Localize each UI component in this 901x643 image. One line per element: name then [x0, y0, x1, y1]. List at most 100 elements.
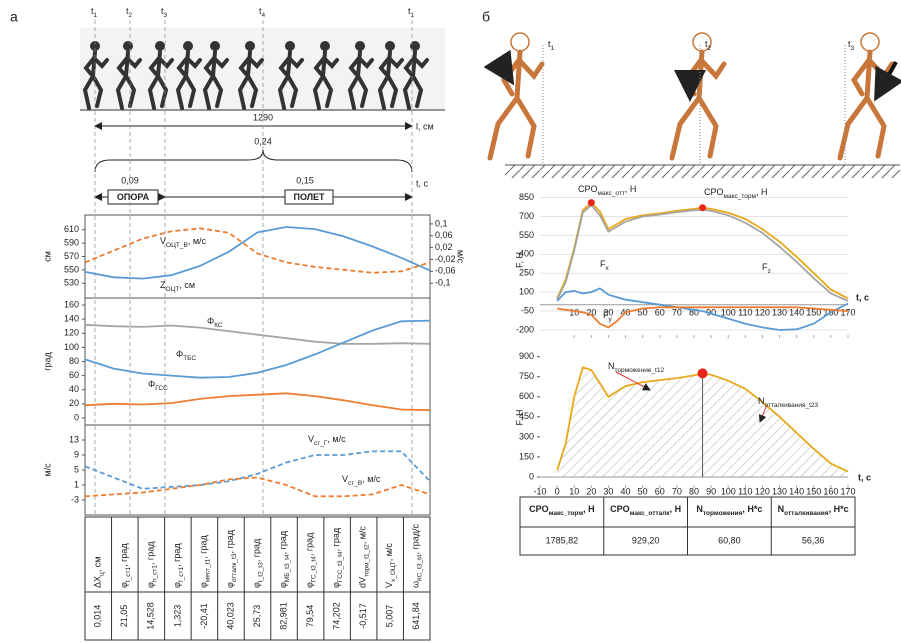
x-tick-label: 30 [603, 486, 613, 496]
text-part: dV [358, 577, 368, 588]
series-label: Vст_В, м/с [342, 474, 381, 486]
table-header: dVторм_t1_t2, м/с [358, 526, 370, 588]
text-part: отталкивания [784, 510, 829, 517]
text-part: ст_Г [314, 440, 328, 447]
text-part: t [259, 6, 262, 16]
text-part: , град [225, 529, 235, 553]
table-header: φt_ст1, град [119, 543, 131, 588]
y-tick-label: -200 [516, 324, 534, 334]
text-part: V [308, 434, 314, 444]
panel-label: б [482, 9, 490, 25]
x-tick-label: 50 [638, 486, 648, 496]
text-part: , м/с [327, 434, 346, 444]
y-axis-title: см [42, 251, 52, 262]
peak-point [587, 199, 595, 207]
x-tick-label: 30 [603, 307, 613, 317]
area-label: Nторможение_t12 [608, 361, 664, 373]
x-tick-label: 120 [755, 486, 770, 496]
x-tick-label: 40 [621, 486, 631, 496]
y2-tick-label: 0,06 [435, 230, 453, 240]
text-part: КС [214, 322, 223, 329]
x-tick-label: 130 [772, 486, 787, 496]
text-part: , H [670, 504, 682, 514]
x-tick-label: 140 [789, 307, 804, 317]
y-tick-label: 1 [74, 479, 79, 489]
text-part: ТБС [183, 355, 196, 362]
y-tick-label: 300 [519, 431, 534, 441]
text-part: 2 [129, 12, 133, 19]
text-part: z [768, 268, 771, 275]
text-part: φ [119, 582, 129, 588]
plot-frame [84, 214, 431, 299]
series-label: Fy [603, 310, 613, 322]
y-tick-label: 5 [74, 464, 79, 474]
table-header: CPOмакс_торм, H [529, 504, 595, 516]
x-tick-label: 100 [721, 486, 736, 496]
text-part: φ [305, 582, 315, 588]
table-cell: 82,981 [278, 602, 288, 630]
text-part: N [778, 504, 785, 514]
y-tick-label: 250 [519, 268, 534, 278]
x-tick-label: 170 [840, 307, 855, 317]
y-tick-label: 900 [519, 351, 534, 361]
text-part: CPO [529, 504, 549, 514]
leader-line [758, 406, 767, 423]
x-tick-label: 90 [706, 307, 716, 317]
series-line [84, 323, 431, 345]
x-tick-label: 80 [689, 486, 699, 496]
y2-tick-label: -0,1 [435, 278, 451, 288]
text-part: , H [625, 184, 637, 194]
y-tick-label: 550 [519, 230, 534, 240]
text-part: Φ [176, 349, 183, 359]
x-tick-label: 110 [738, 486, 752, 496]
text-part: , м/с [385, 543, 395, 562]
table-header: Nторможения, H*c [696, 504, 762, 516]
text-part: 1 [411, 12, 415, 19]
text-part: φ [172, 582, 182, 588]
text-part: 4 [262, 12, 266, 19]
distance: 1290 [253, 112, 273, 122]
x-tick-label: 160 [823, 486, 838, 496]
text-part: , м/с [362, 474, 381, 484]
text-part: Z [160, 280, 166, 290]
y-tick-label: 530 [64, 278, 79, 288]
y-tick-label: 100 [519, 287, 534, 297]
table-cell: -20,41 [199, 603, 209, 629]
table-cell: 5,007 [385, 605, 395, 628]
table-cell: 56,36 [802, 535, 825, 545]
series-line [556, 366, 849, 473]
y2-axis-title: м/с [456, 250, 466, 264]
text-part: CPO [610, 504, 630, 514]
text-part: , H*c [742, 504, 762, 514]
table-cell: 14,528 [146, 602, 156, 630]
text-part: , град [331, 527, 341, 551]
y-axis-title: F, H [514, 409, 524, 425]
y-tick-label: -3 [71, 494, 79, 504]
y-tick-label: 13 [69, 434, 79, 444]
text-part: N [696, 504, 703, 514]
y-tick-label: 400 [519, 249, 534, 259]
table-header: ΔXц, см [93, 557, 105, 588]
y-tick-label: 0 [529, 471, 534, 481]
y-tick-label: 570 [64, 251, 79, 261]
y-tick-label: 160 [64, 299, 79, 309]
y-tick-label: 9 [74, 449, 79, 459]
text-part: , H*c [829, 504, 849, 514]
text-part: φ [331, 582, 341, 588]
text-part: F [603, 310, 609, 320]
series-line [556, 201, 849, 300]
text-part: , град [278, 530, 288, 554]
y-axis-title: F, H [514, 252, 524, 268]
text-part: мест_t1 [204, 558, 211, 582]
text-part: x_ОЦТ [390, 561, 397, 582]
table-frame [84, 516, 431, 641]
x-tick-label: 110 [738, 307, 752, 317]
y-tick-label: 80 [69, 356, 79, 366]
text-part: , град [119, 543, 129, 567]
table-header: φМБ_t3_t4, град [278, 530, 290, 588]
series-line [84, 450, 431, 490]
table-cell: -0,517 [358, 603, 368, 629]
text-part: отталкивания_t23 [765, 402, 819, 409]
text-part: , м/с [358, 526, 368, 545]
brace [94, 149, 413, 173]
